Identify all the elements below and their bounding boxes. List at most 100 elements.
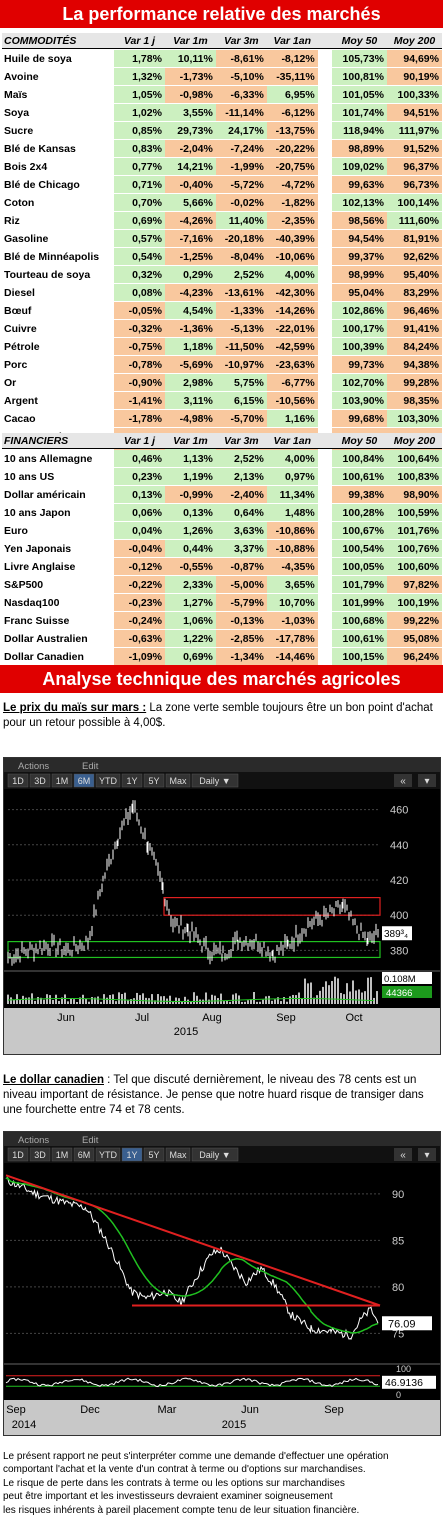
range-button[interactable] [29, 1147, 51, 1162]
value-cell: 111,60% [386, 212, 442, 229]
table-row: Huile de soya 1,78% 10,11% -8,61% -8,12% 105,… [2, 50, 442, 67]
value-cell: -5,13% [215, 320, 267, 337]
row-label: Soya [2, 104, 115, 121]
range-button[interactable] [121, 773, 143, 788]
value-cell: 10,11% [164, 50, 216, 67]
menu-edit[interactable]: Edit [82, 1135, 99, 1146]
range-button[interactable] [51, 773, 73, 788]
range-button[interactable] [191, 1147, 239, 1162]
range-button[interactable] [191, 773, 239, 788]
range-button[interactable] [143, 1147, 165, 1162]
x-year-label: 2015 [222, 1419, 246, 1431]
x-month-label: Mar [158, 1404, 177, 1416]
x-month-label: Dec [80, 1404, 100, 1416]
column-header: Var 3m [215, 433, 267, 449]
x-month-label: Jul [135, 1012, 149, 1024]
value-cell: 98,56% [331, 212, 387, 229]
value-cell: 0,69% [114, 212, 165, 229]
menu-button[interactable] [418, 774, 436, 787]
menu-edit[interactable]: Edit [82, 761, 99, 772]
range-button[interactable] [95, 1147, 121, 1162]
value-cell: -5,72% [215, 176, 267, 193]
value-cell: -5,70% [215, 410, 267, 427]
range-label: 1D [12, 1150, 24, 1160]
back-button[interactable] [394, 1148, 412, 1161]
range-button[interactable] [51, 1147, 73, 1162]
value-cell: 1,27% [164, 594, 216, 611]
value-cell: -5,10% [215, 68, 267, 85]
value-cell: 3,63% [215, 522, 267, 539]
value-cell: 100,15% [331, 648, 387, 665]
table-row: Blé de Minnéapolis 0,54% -1,25% -8,04% -10,0… [2, 248, 442, 265]
value-cell: 3,65% [266, 576, 318, 593]
support-zone [7, 941, 381, 959]
y-tick-label: 90 [392, 1189, 404, 1201]
value-cell: -7,16% [164, 230, 216, 247]
row-gap [317, 158, 332, 175]
value-cell: 0,08% [114, 284, 165, 301]
menu-actions[interactable]: Actions [18, 1135, 49, 1146]
range-button[interactable] [143, 773, 165, 788]
range-button[interactable] [29, 773, 51, 788]
value-cell: 100,28% [331, 504, 387, 521]
value-cell: 29,73% [164, 122, 216, 139]
row-gap [317, 248, 332, 265]
range-button[interactable] [165, 773, 191, 788]
price-line [5, 1176, 379, 1340]
value-cell: 100,17% [331, 320, 387, 337]
range-button[interactable] [73, 1147, 95, 1162]
table-row: Cuivre -0,32% -1,36% -5,13% -22,01% 100,17% 91… [2, 320, 442, 337]
range-button[interactable] [7, 1147, 29, 1162]
y-tick-label: 460 [390, 805, 408, 817]
value-cell: 0,04% [114, 522, 165, 539]
menu-button[interactable] [418, 1148, 436, 1161]
row-label: 10 ans US [2, 468, 115, 485]
value-cell: 0,64% [215, 504, 267, 521]
row-label: Blé de Minnéapolis [2, 248, 115, 265]
table-row: Cacao -1,78% -4,98% -5,70% 1,16% 99,68% 103,30… [2, 410, 442, 427]
value-cell: -20,18% [215, 230, 267, 247]
range-button[interactable] [73, 773, 95, 788]
table-row: Porc -0,78% -5,69% -10,97% -23,63% 99,73% 94,3… [2, 356, 442, 373]
disclaimer-line: Le présent rapport ne peut s'interpréter… [3, 1451, 389, 1462]
column-header: Var 3m [215, 33, 267, 49]
range-button[interactable] [121, 1147, 143, 1162]
range-button[interactable] [95, 773, 121, 788]
table-row: Blé de Chicago 0,71% -0,40% -5,72% -4,72% 99,… [2, 176, 442, 193]
x-year-label: 2014 [12, 1419, 36, 1431]
table-row: Euro 0,04% 1,26% 3,63% -10,86% 100,67% 101,76% [2, 522, 442, 539]
back-button[interactable] [394, 774, 412, 787]
row-gap [317, 230, 332, 247]
volume-max-box [382, 972, 432, 984]
range-button[interactable] [165, 1147, 191, 1162]
value-cell: -7,24% [215, 140, 267, 157]
y-tick-label: 380 [390, 945, 408, 957]
x-axis-bar [4, 1008, 440, 1054]
menu-actions[interactable]: Actions [18, 761, 49, 772]
range-label: 3D [34, 776, 46, 786]
value-cell: -0,23% [114, 594, 165, 611]
table-row: Franc Suisse -0,24% 1,06% -0,13% -1,03% 100,6… [2, 612, 442, 629]
value-cell: -17,78% [266, 630, 318, 647]
value-cell: -1,25% [164, 248, 216, 265]
row-gap [317, 50, 332, 67]
value-cell: 1,32% [114, 68, 165, 85]
value-cell: -10,86% [266, 522, 318, 539]
range-label: 5Y [148, 1150, 159, 1160]
value-cell: -22,01% [266, 320, 318, 337]
table-row: Avoine 1,32% -1,73% -5,10% -35,11% 100,81% 90,… [2, 68, 442, 85]
value-cell: 10,70% [266, 594, 318, 611]
value-cell: 100,33% [386, 86, 442, 103]
table-row: Bœuf -0,05% 4,54% -1,33% -14,26% 102,86% 96,46… [2, 302, 442, 319]
row-label: Diesel [2, 284, 115, 301]
value-cell: 111,97% [386, 122, 442, 139]
column-header: Var 1m [164, 33, 216, 49]
value-cell: 99,63% [331, 176, 387, 193]
value-cell: 0,83% [114, 140, 165, 157]
value-cell: 4,00% [266, 266, 318, 283]
row-label: S&P500 [2, 576, 115, 593]
range-button[interactable] [7, 773, 29, 788]
value-cell: 100,05% [331, 558, 387, 575]
value-cell: 99,37% [331, 248, 387, 265]
value-cell: -42,59% [266, 338, 318, 355]
